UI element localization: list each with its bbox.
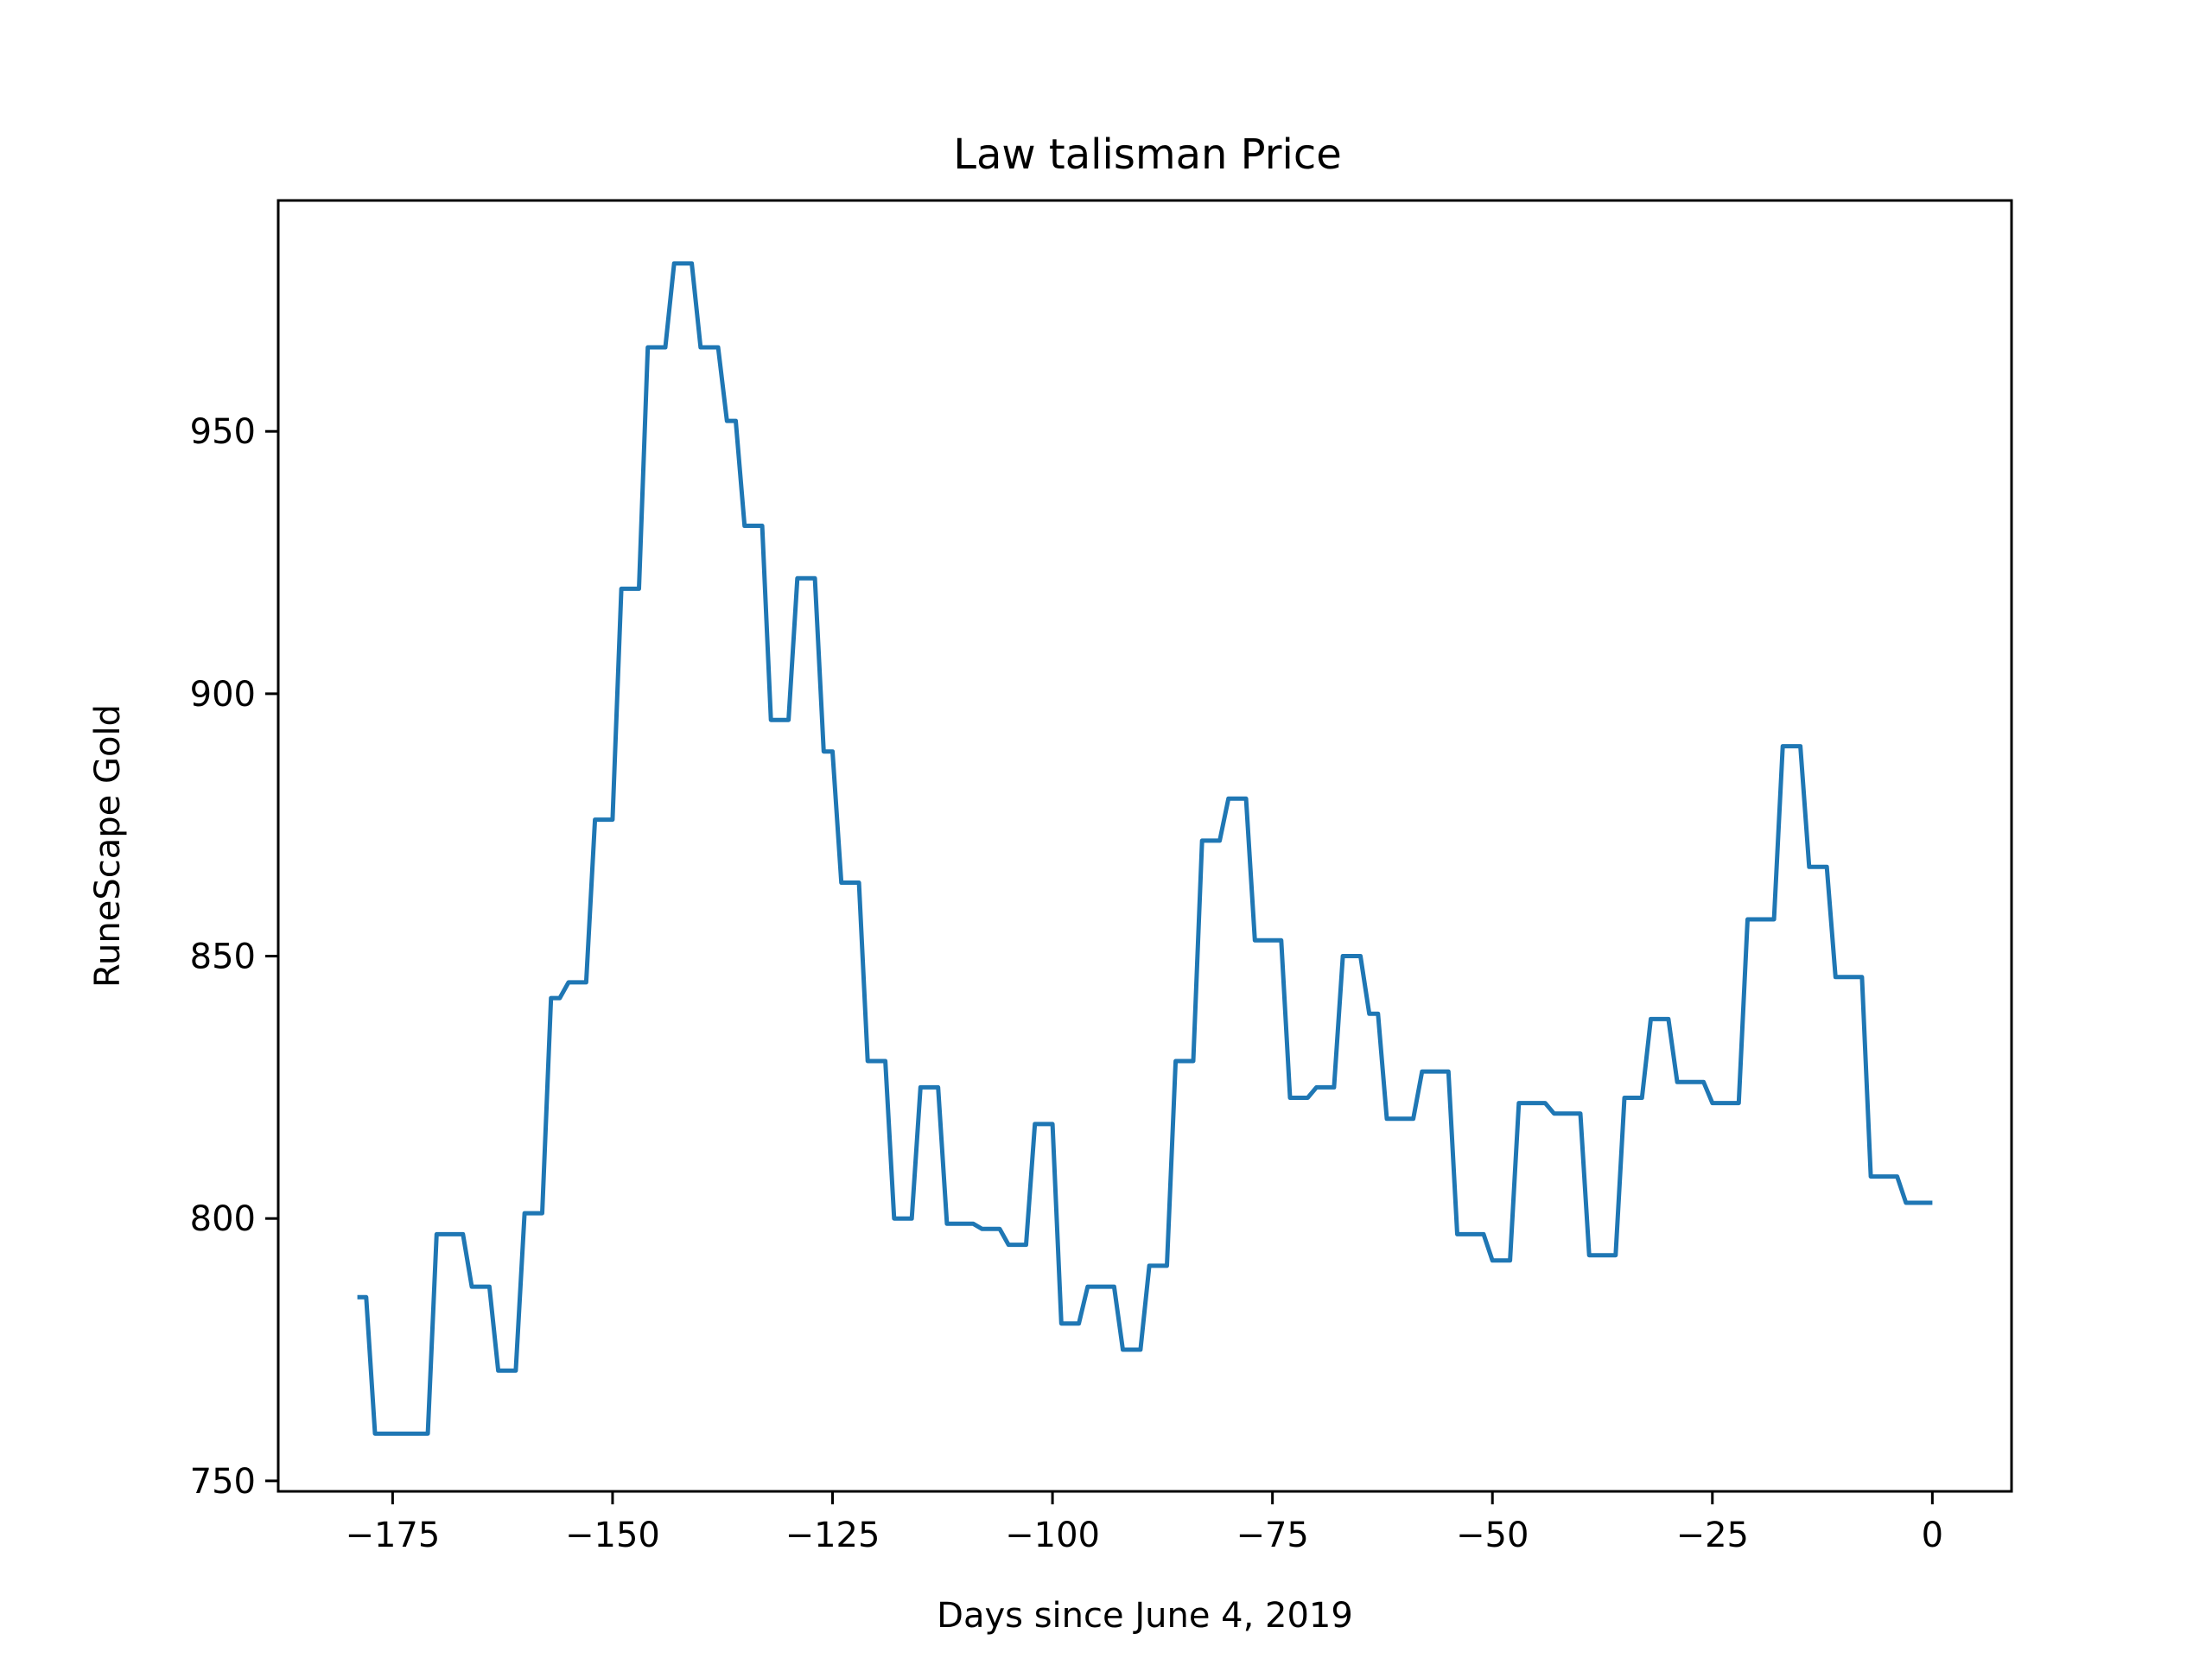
x-tick-label: −150 — [565, 1516, 660, 1555]
x-tick-label: −75 — [1236, 1516, 1308, 1555]
x-tick-label: −25 — [1676, 1516, 1749, 1555]
y-axis-title: RuneScape Gold — [88, 704, 128, 988]
y-tick-label: 900 — [190, 675, 256, 715]
y-tick-label: 850 — [190, 938, 256, 977]
chart-title: Law talisman Price — [953, 130, 1342, 179]
x-tick-label: −175 — [345, 1516, 440, 1555]
y-tick-label: 750 — [190, 1462, 256, 1502]
x-tick-label: 0 — [1922, 1516, 1943, 1555]
y-tick-label: 950 — [190, 412, 256, 452]
x-tick-label: −100 — [1005, 1516, 1100, 1555]
y-tick-label: 800 — [190, 1199, 256, 1239]
series-line-0 — [357, 261, 1933, 1436]
plot-area — [357, 261, 1933, 1436]
x-axis-title: Days since June 4, 2019 — [937, 1596, 1353, 1636]
x-axis-ticks: −175 −150 −125 −100 −75 −50 −25 0 — [345, 1491, 1943, 1555]
x-tick-label: −125 — [785, 1516, 880, 1555]
x-tick-label: −50 — [1456, 1516, 1529, 1555]
plot-frame — [276, 199, 2013, 1493]
y-axis-ticks: 750 800 850 900 950 — [190, 412, 278, 1502]
